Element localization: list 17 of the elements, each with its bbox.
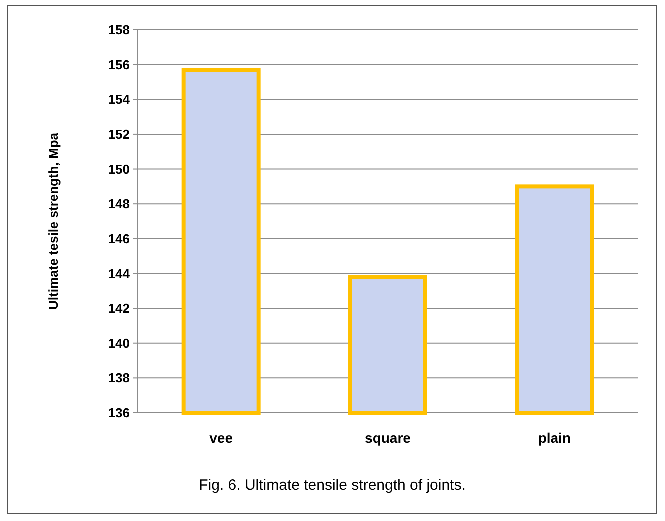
y-tick-label: 140 (108, 336, 130, 351)
x-tick-label: plain (538, 430, 572, 446)
x-tick-label: square (365, 430, 412, 446)
y-tick-label: 154 (108, 92, 131, 108)
y-tick-label: 152 (108, 127, 130, 142)
y-tick-label: 158 (108, 22, 130, 38)
y-tick-label: 146 (108, 231, 130, 246)
y-tick-label: 156 (108, 57, 130, 72)
y-tick-label: 136 (108, 406, 130, 421)
x-tick-label: vee (210, 430, 234, 446)
y-tick-label: 144 (108, 266, 131, 282)
y-tick-label: 150 (108, 162, 130, 177)
y-tick-label: 148 (108, 196, 130, 212)
caption: Fig. 6. Ultimate tensile strength of joints. (199, 477, 466, 494)
y-tick-label: 138 (108, 370, 130, 386)
y-tick-label: 142 (108, 301, 130, 316)
y-axis-title: Ultimate tesile strength, Mpa (46, 132, 61, 310)
